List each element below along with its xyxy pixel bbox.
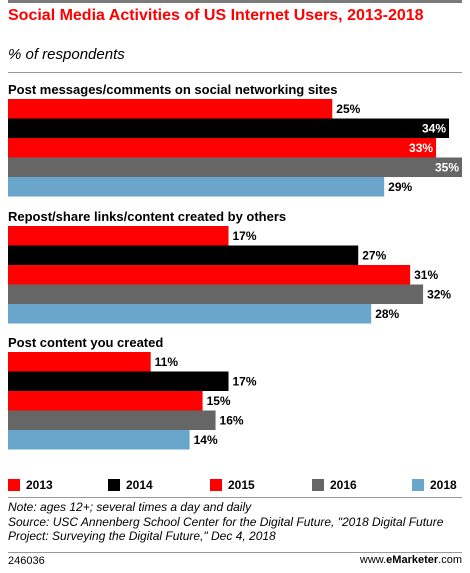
brand-suffix: .com (438, 554, 462, 566)
legend-item-2016: 2016 (312, 478, 357, 492)
footnote: Note: ages 12+; several times a day and … (8, 500, 463, 544)
value-label-2-2014: 17% (233, 375, 257, 389)
bar-1-2015 (8, 265, 411, 285)
brand-logo: www.eMarketer.com (360, 554, 462, 566)
value-label-2-2015: 15% (207, 394, 231, 408)
legend-swatch-2015 (210, 479, 222, 491)
header-divider (8, 72, 462, 73)
legend-item-2015: 2015 (210, 478, 255, 492)
bar-2-2014 (8, 371, 229, 391)
category-label-1: Repost/share links/content created by ot… (8, 209, 286, 224)
value-label-0-2014: 34% (422, 122, 446, 136)
legend-item-2013: 2013 (8, 478, 53, 492)
legend-label-2016: 2016 (330, 478, 357, 492)
value-label-2-2018: 14% (194, 433, 218, 447)
value-label-2-2016: 16% (220, 414, 244, 428)
chart-subtitle: % of respondents (8, 46, 125, 63)
value-label-2-2013: 11% (155, 355, 179, 369)
value-label-1-2015: 31% (414, 268, 438, 282)
legend-divider (8, 497, 462, 498)
legend-swatch-2013 (8, 479, 20, 491)
note-text: Note: ages 12+; several times a day and … (8, 500, 252, 514)
bar-2-2013 (8, 352, 151, 372)
bar-1-2018 (8, 304, 372, 324)
value-label-1-2018: 28% (375, 307, 399, 321)
bar-1-2013 (8, 226, 229, 246)
value-label-0-2016: 35% (435, 161, 459, 175)
source-text: Source: USC Annenberg School Center for … (8, 514, 444, 544)
legend-swatch-2014 (108, 479, 120, 491)
value-label-0-2013: 25% (336, 102, 360, 116)
bar-1-2014 (8, 245, 359, 265)
legend-swatch-2018 (412, 479, 424, 491)
legend-item-2014: 2014 (108, 478, 153, 492)
bar-chart: Post messages/comments on social network… (8, 82, 462, 450)
bar-0-2013 (8, 99, 333, 119)
chart-id: 246036 (8, 555, 45, 567)
value-label-0-2018: 29% (388, 180, 412, 194)
legend-label-2015: 2015 (228, 478, 255, 492)
brand-name: eMarketer (386, 554, 439, 566)
bar-1-2016 (8, 284, 424, 304)
bar-2-2016 (8, 410, 216, 430)
category-label-2: Post content you created (8, 335, 163, 350)
legend-swatch-2016 (312, 479, 324, 491)
bar-0-2015 (8, 138, 437, 158)
bar-0-2018 (8, 177, 385, 197)
legend-item-2018: 2018 (412, 478, 457, 492)
chart-title: Social Media Activities of US Internet U… (8, 7, 424, 24)
bar-0-2016 (8, 157, 462, 177)
legend-label-2013: 2013 (26, 478, 53, 492)
bar-0-2014 (8, 118, 450, 138)
legend-label-2014: 2014 (126, 478, 153, 492)
value-label-1-2014: 27% (362, 249, 386, 263)
footer-divider (8, 552, 462, 553)
top-rule (8, 0, 462, 3)
value-label-1-2013: 17% (233, 229, 257, 243)
brand-prefix: www. (359, 554, 387, 566)
legend-label-2018: 2018 (430, 478, 457, 492)
value-label-1-2016: 32% (427, 288, 451, 302)
bar-2-2018 (8, 430, 190, 450)
category-label-0: Post messages/comments on social network… (8, 82, 337, 97)
bar-2-2015 (8, 391, 203, 411)
value-label-0-2015: 33% (409, 141, 433, 155)
